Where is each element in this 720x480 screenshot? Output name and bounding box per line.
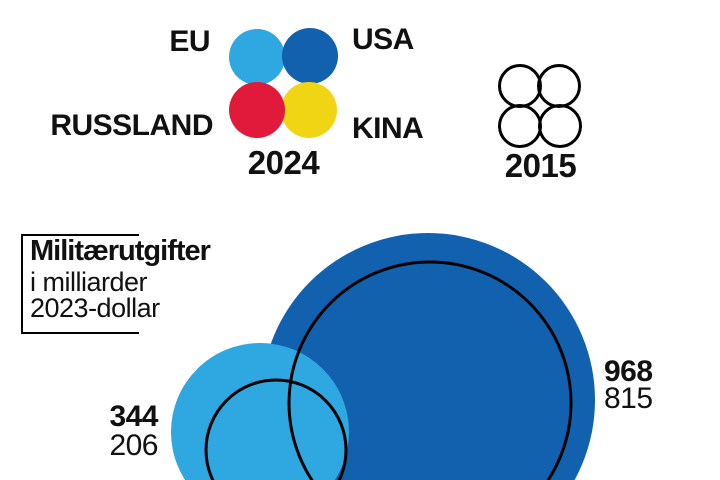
legend-circle-usa (282, 28, 338, 84)
eu-2024-value: 344 (109, 400, 158, 433)
legend-ring-2015-topleft (498, 64, 542, 108)
legend-label-kina: KINA (352, 112, 424, 145)
legend-ring-2015-topright (537, 64, 581, 108)
legend-year-2015: 2015 (504, 147, 577, 184)
title-box (21, 234, 139, 334)
legend-circle-russland (229, 82, 285, 138)
legend-year-2024: 2024 (247, 144, 320, 181)
chart-title: Militærutgifter (30, 235, 211, 267)
legend-label-usa: USA (352, 23, 414, 56)
usa-2024-value: 968 (604, 355, 653, 388)
chart-subtitle-line2: 2023-dollar (30, 293, 160, 323)
bubble-eu-2024 (171, 343, 349, 480)
eu-2015-value: 206 (109, 429, 158, 462)
legend-ring-2015-bottomleft (498, 104, 542, 148)
legend-label-eu: EU (169, 25, 210, 58)
legend-label-russland: RUSSLAND (50, 109, 213, 142)
chart-subtitle-line1: i milliarder (30, 267, 148, 297)
ring-usa-2015 (287, 260, 573, 480)
legend-circle-eu (229, 29, 285, 85)
ring-eu-2015 (204, 378, 348, 480)
legend-circle-kina (281, 82, 337, 138)
usa-2015-value: 815 (604, 382, 653, 415)
legend-ring-2015-bottomright (538, 104, 582, 148)
